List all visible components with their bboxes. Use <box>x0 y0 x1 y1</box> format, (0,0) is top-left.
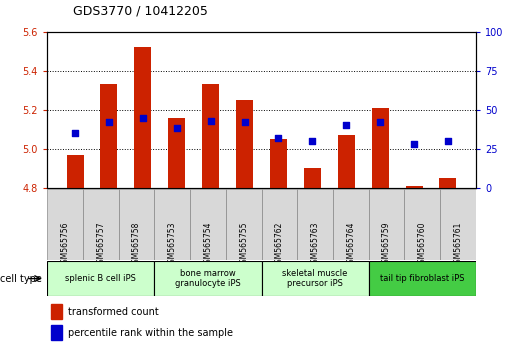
Point <box>139 115 147 120</box>
Text: GSM565764: GSM565764 <box>346 221 355 268</box>
Bar <box>440 189 476 260</box>
Text: GSM565759: GSM565759 <box>382 221 391 268</box>
Text: GDS3770 / 10412205: GDS3770 / 10412205 <box>73 5 208 18</box>
Bar <box>47 189 83 260</box>
Bar <box>270 139 287 188</box>
Text: GSM565754: GSM565754 <box>203 221 212 268</box>
Point <box>410 141 418 147</box>
Point <box>207 118 215 124</box>
Text: GSM565757: GSM565757 <box>96 221 105 268</box>
Bar <box>304 168 321 188</box>
Bar <box>66 154 84 188</box>
Bar <box>369 189 404 260</box>
Bar <box>262 261 369 296</box>
Text: percentile rank within the sample: percentile rank within the sample <box>67 328 233 338</box>
Text: bone marrow
granulocyte iPS: bone marrow granulocyte iPS <box>175 269 241 288</box>
Point <box>444 138 452 144</box>
Text: GSM565753: GSM565753 <box>168 221 177 268</box>
Bar <box>51 325 62 340</box>
Bar <box>338 135 355 188</box>
Point <box>241 119 249 125</box>
Bar <box>369 261 476 296</box>
Bar <box>236 100 253 188</box>
Bar <box>47 261 154 296</box>
Bar <box>190 189 226 260</box>
Point <box>274 135 282 141</box>
Text: splenic B cell iPS: splenic B cell iPS <box>65 274 136 283</box>
Point <box>308 138 316 144</box>
Point <box>342 122 350 128</box>
Point <box>105 119 113 125</box>
Text: GSM565762: GSM565762 <box>275 221 284 268</box>
Bar <box>439 178 457 188</box>
Point <box>376 119 384 125</box>
Bar <box>297 189 333 260</box>
Text: cell type: cell type <box>0 274 42 284</box>
Text: GSM565763: GSM565763 <box>311 221 320 268</box>
Text: transformed count: transformed count <box>67 307 158 317</box>
Bar <box>202 84 219 188</box>
Text: GSM565755: GSM565755 <box>239 221 248 268</box>
Bar <box>405 186 423 188</box>
Text: skeletal muscle
precursor iPS: skeletal muscle precursor iPS <box>282 269 348 288</box>
Text: GSM565761: GSM565761 <box>453 221 462 268</box>
Bar <box>83 189 119 260</box>
Point <box>71 130 79 136</box>
Bar <box>333 189 369 260</box>
Bar <box>262 189 297 260</box>
Point <box>173 126 181 131</box>
Text: tail tip fibroblast iPS: tail tip fibroblast iPS <box>380 274 464 283</box>
Bar <box>168 118 185 188</box>
Bar <box>51 304 62 319</box>
Bar <box>154 189 190 260</box>
Bar <box>404 189 440 260</box>
Bar <box>372 108 389 188</box>
Bar <box>100 84 118 188</box>
Bar <box>154 261 262 296</box>
Text: GSM565760: GSM565760 <box>418 221 427 268</box>
Bar <box>226 189 262 260</box>
Text: GSM565758: GSM565758 <box>132 221 141 268</box>
Bar <box>119 189 154 260</box>
Bar <box>134 47 151 188</box>
Text: GSM565756: GSM565756 <box>61 221 70 268</box>
